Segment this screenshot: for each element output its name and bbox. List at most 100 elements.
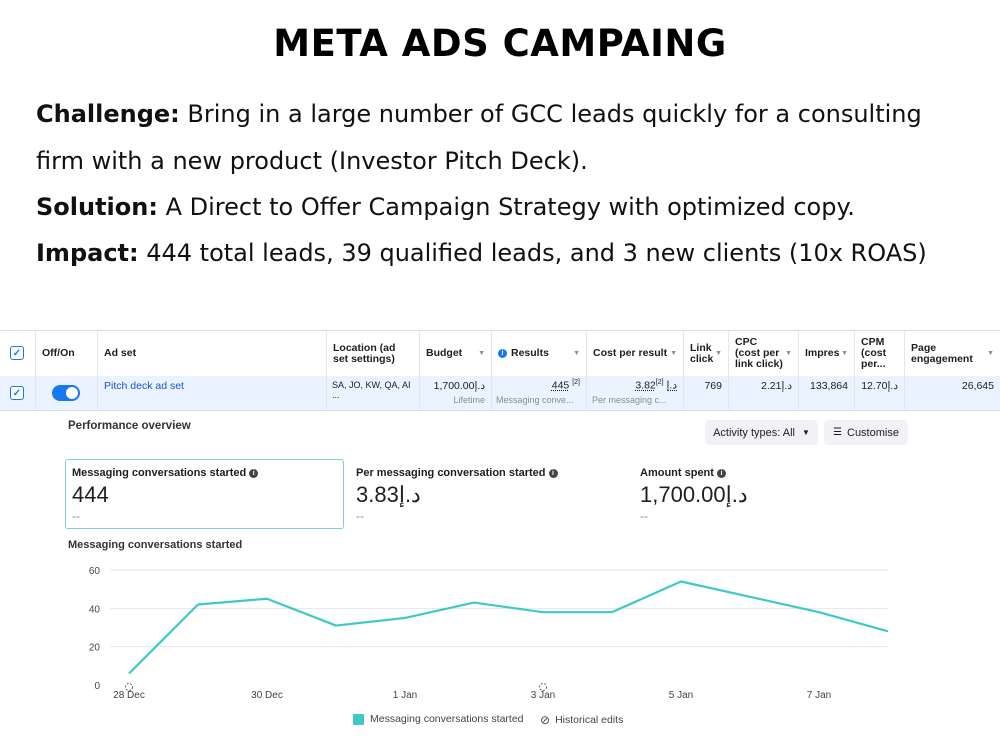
chart-title: Messaging conversations started (68, 539, 243, 551)
x-tick-label: 3 Jan (531, 690, 555, 701)
results-sub: Messaging conve... (496, 395, 574, 405)
row-results-cell: 445 [2] Messaging conve... (492, 376, 587, 410)
sort-caret-icon: ▼ (841, 350, 848, 357)
metric-label: Messaging conversations started i (72, 467, 259, 479)
row-location-cell: SA, JO, KW, QA, AI ... (327, 376, 420, 410)
info-icon[interactable]: i (716, 469, 726, 478)
historical-edit-marker (539, 683, 547, 691)
sort-caret-icon: ▼ (987, 350, 994, 357)
impact-text: 444 total leads, 39 qualified leads, and… (138, 239, 927, 267)
x-tick-label: 1 Jan (393, 690, 417, 701)
metric-value: 444 (72, 482, 109, 507)
row-cpr-cell: 3.82د.إ [2] Per messaging c... (587, 376, 684, 410)
impact-label: Impact: (36, 239, 139, 267)
header-budget[interactable]: Budget ▼ (420, 331, 492, 376)
cpc-value: 2.21د.إ (761, 380, 792, 392)
budget-value: 1,700.00د.إ (433, 380, 485, 392)
cpm-value: 12.70د.إ (861, 380, 898, 392)
row-page-cell: 26,645 (905, 376, 1000, 410)
row-toggle-cell (36, 376, 98, 410)
challenge-line-2: firm with a new product (Investor Pitch … (36, 147, 976, 175)
sort-caret-icon: ▼ (715, 350, 722, 357)
header-location[interactable]: Location (ad set settings) (327, 331, 420, 376)
row-cpm-cell: 12.70د.إ (855, 376, 905, 410)
line-chart: 0 20 40 60 28 Dec 30 Dec 1 Jan 3 Jan 5 Jan 7 Jan (89, 566, 889, 701)
results-value[interactable]: 445 (551, 379, 570, 392)
activity-types-dropdown[interactable]: Activity types: All ▼ (705, 420, 818, 445)
x-tick-label: 5 Jan (669, 690, 693, 701)
header-cpm[interactable]: CPM (cost per... (855, 331, 905, 376)
sort-caret-icon: ▼ (573, 350, 580, 357)
legend-swatch (353, 713, 364, 725)
solution-label: Solution: (36, 193, 158, 221)
challenge-text: Bring in a large number of GCC leads qui… (179, 100, 922, 128)
table-row[interactable]: ✓ Pitch deck ad set SA, JO, KW, QA, AI .… (0, 376, 1000, 411)
metric-label: Amount spent i (640, 467, 726, 479)
metric-label: Per messaging conversation started i (356, 467, 558, 479)
performance-overview-title: Performance overview (68, 420, 191, 432)
impact-line: Impact: 444 total leads, 39 qualified le… (36, 239, 976, 267)
header-impressions[interactable]: Impres ▼ (799, 331, 855, 376)
x-tick-label: 28 Dec (113, 690, 145, 701)
on-off-toggle[interactable] (52, 385, 80, 401)
caret-down-icon: ▼ (802, 428, 810, 437)
budget-sub: Lifetime (453, 395, 485, 405)
x-tick-label: 7 Jan (807, 690, 831, 701)
cpr-sup: [2] (655, 379, 664, 386)
select-all-cell: ✓ (0, 331, 36, 376)
header-cost-per-result[interactable]: Cost per result ▼ (587, 331, 684, 376)
location-value: SA, JO, KW, QA, AI ... (332, 380, 411, 400)
x-tick-label: 30 Dec (251, 690, 283, 701)
sort-caret-icon: ▼ (670, 350, 677, 357)
info-icon[interactable]: i (249, 469, 259, 478)
table-header: ✓ Off/On Ad set Location (ad set setting… (0, 330, 1000, 377)
header-adset[interactable]: Ad set (98, 331, 327, 376)
sort-caret-icon: ▼ (785, 350, 792, 357)
metric-value: 3.83د.إ (356, 482, 421, 507)
y-tick-label: 60 (89, 566, 101, 577)
ad-set-name-link[interactable]: Pitch deck ad set (104, 380, 184, 392)
customise-icon: ☰ (833, 427, 842, 438)
impressions-value: 133,864 (810, 380, 848, 392)
select-all-checkbox[interactable]: ✓ (10, 346, 24, 360)
metric-value: 1,700.00د.إ (640, 482, 748, 507)
cpr-value[interactable]: 3.82د.إ (635, 379, 677, 392)
row-adset-cell: Pitch deck ad set (98, 376, 327, 410)
challenge-line: Challenge: Bring in a large number of GC… (36, 100, 976, 128)
challenge-text-2: firm with a new product (Investor Pitch … (36, 147, 588, 175)
solution-text: A Direct to Offer Campaign Strategy with… (157, 193, 855, 221)
page-engagement-value: 26,645 (961, 380, 994, 392)
header-page-engagement[interactable]: Page engagement ▼ (911, 341, 994, 365)
page-title: META ADS CAMPAING (273, 22, 727, 65)
legend-label: Historical edits (555, 714, 624, 726)
y-tick-label: 20 (89, 643, 101, 654)
customise-button[interactable]: ☰ Customise (824, 420, 908, 445)
header-offon[interactable]: Off/On (36, 331, 98, 376)
results-sup: [2] (572, 379, 580, 386)
link-click-value: 769 (704, 380, 722, 392)
solution-line: Solution: A Direct to Offer Campaign Str… (36, 193, 976, 221)
legend-item-series[interactable]: Messaging conversations started (353, 713, 524, 725)
sort-caret-icon: ▼ (478, 350, 485, 357)
historical-edit-marker (125, 683, 133, 691)
info-icon: i (498, 349, 507, 358)
series-line (128, 580, 889, 675)
selected-metric-card[interactable] (65, 459, 344, 529)
row-impr-cell: 133,864 (799, 376, 855, 410)
header-link-click[interactable]: Link click ▼ (684, 331, 729, 376)
row-select-cell: ✓ (0, 376, 36, 410)
row-linkclick-cell: 769 (684, 376, 729, 410)
header-cpc[interactable]: CPC (cost per link click) ▼ (729, 331, 799, 376)
activity-types-label: Activity types: All (713, 426, 795, 439)
legend-item-historical-edits[interactable]: ⊘ Historical edits (540, 713, 623, 727)
customise-label: Customise (847, 426, 899, 439)
row-checkbox[interactable]: ✓ (10, 386, 24, 400)
metric-comparison: -- (72, 509, 80, 523)
legend-label: Messaging conversations started (370, 713, 524, 725)
metric-comparison: -- (356, 509, 364, 523)
y-tick-label: 0 (94, 681, 100, 692)
y-tick-label: 40 (89, 604, 101, 615)
row-budget-cell: 1,700.00د.إ Lifetime (420, 376, 492, 410)
header-results[interactable]: i Results ▼ (492, 331, 587, 376)
info-icon[interactable]: i (548, 469, 558, 478)
